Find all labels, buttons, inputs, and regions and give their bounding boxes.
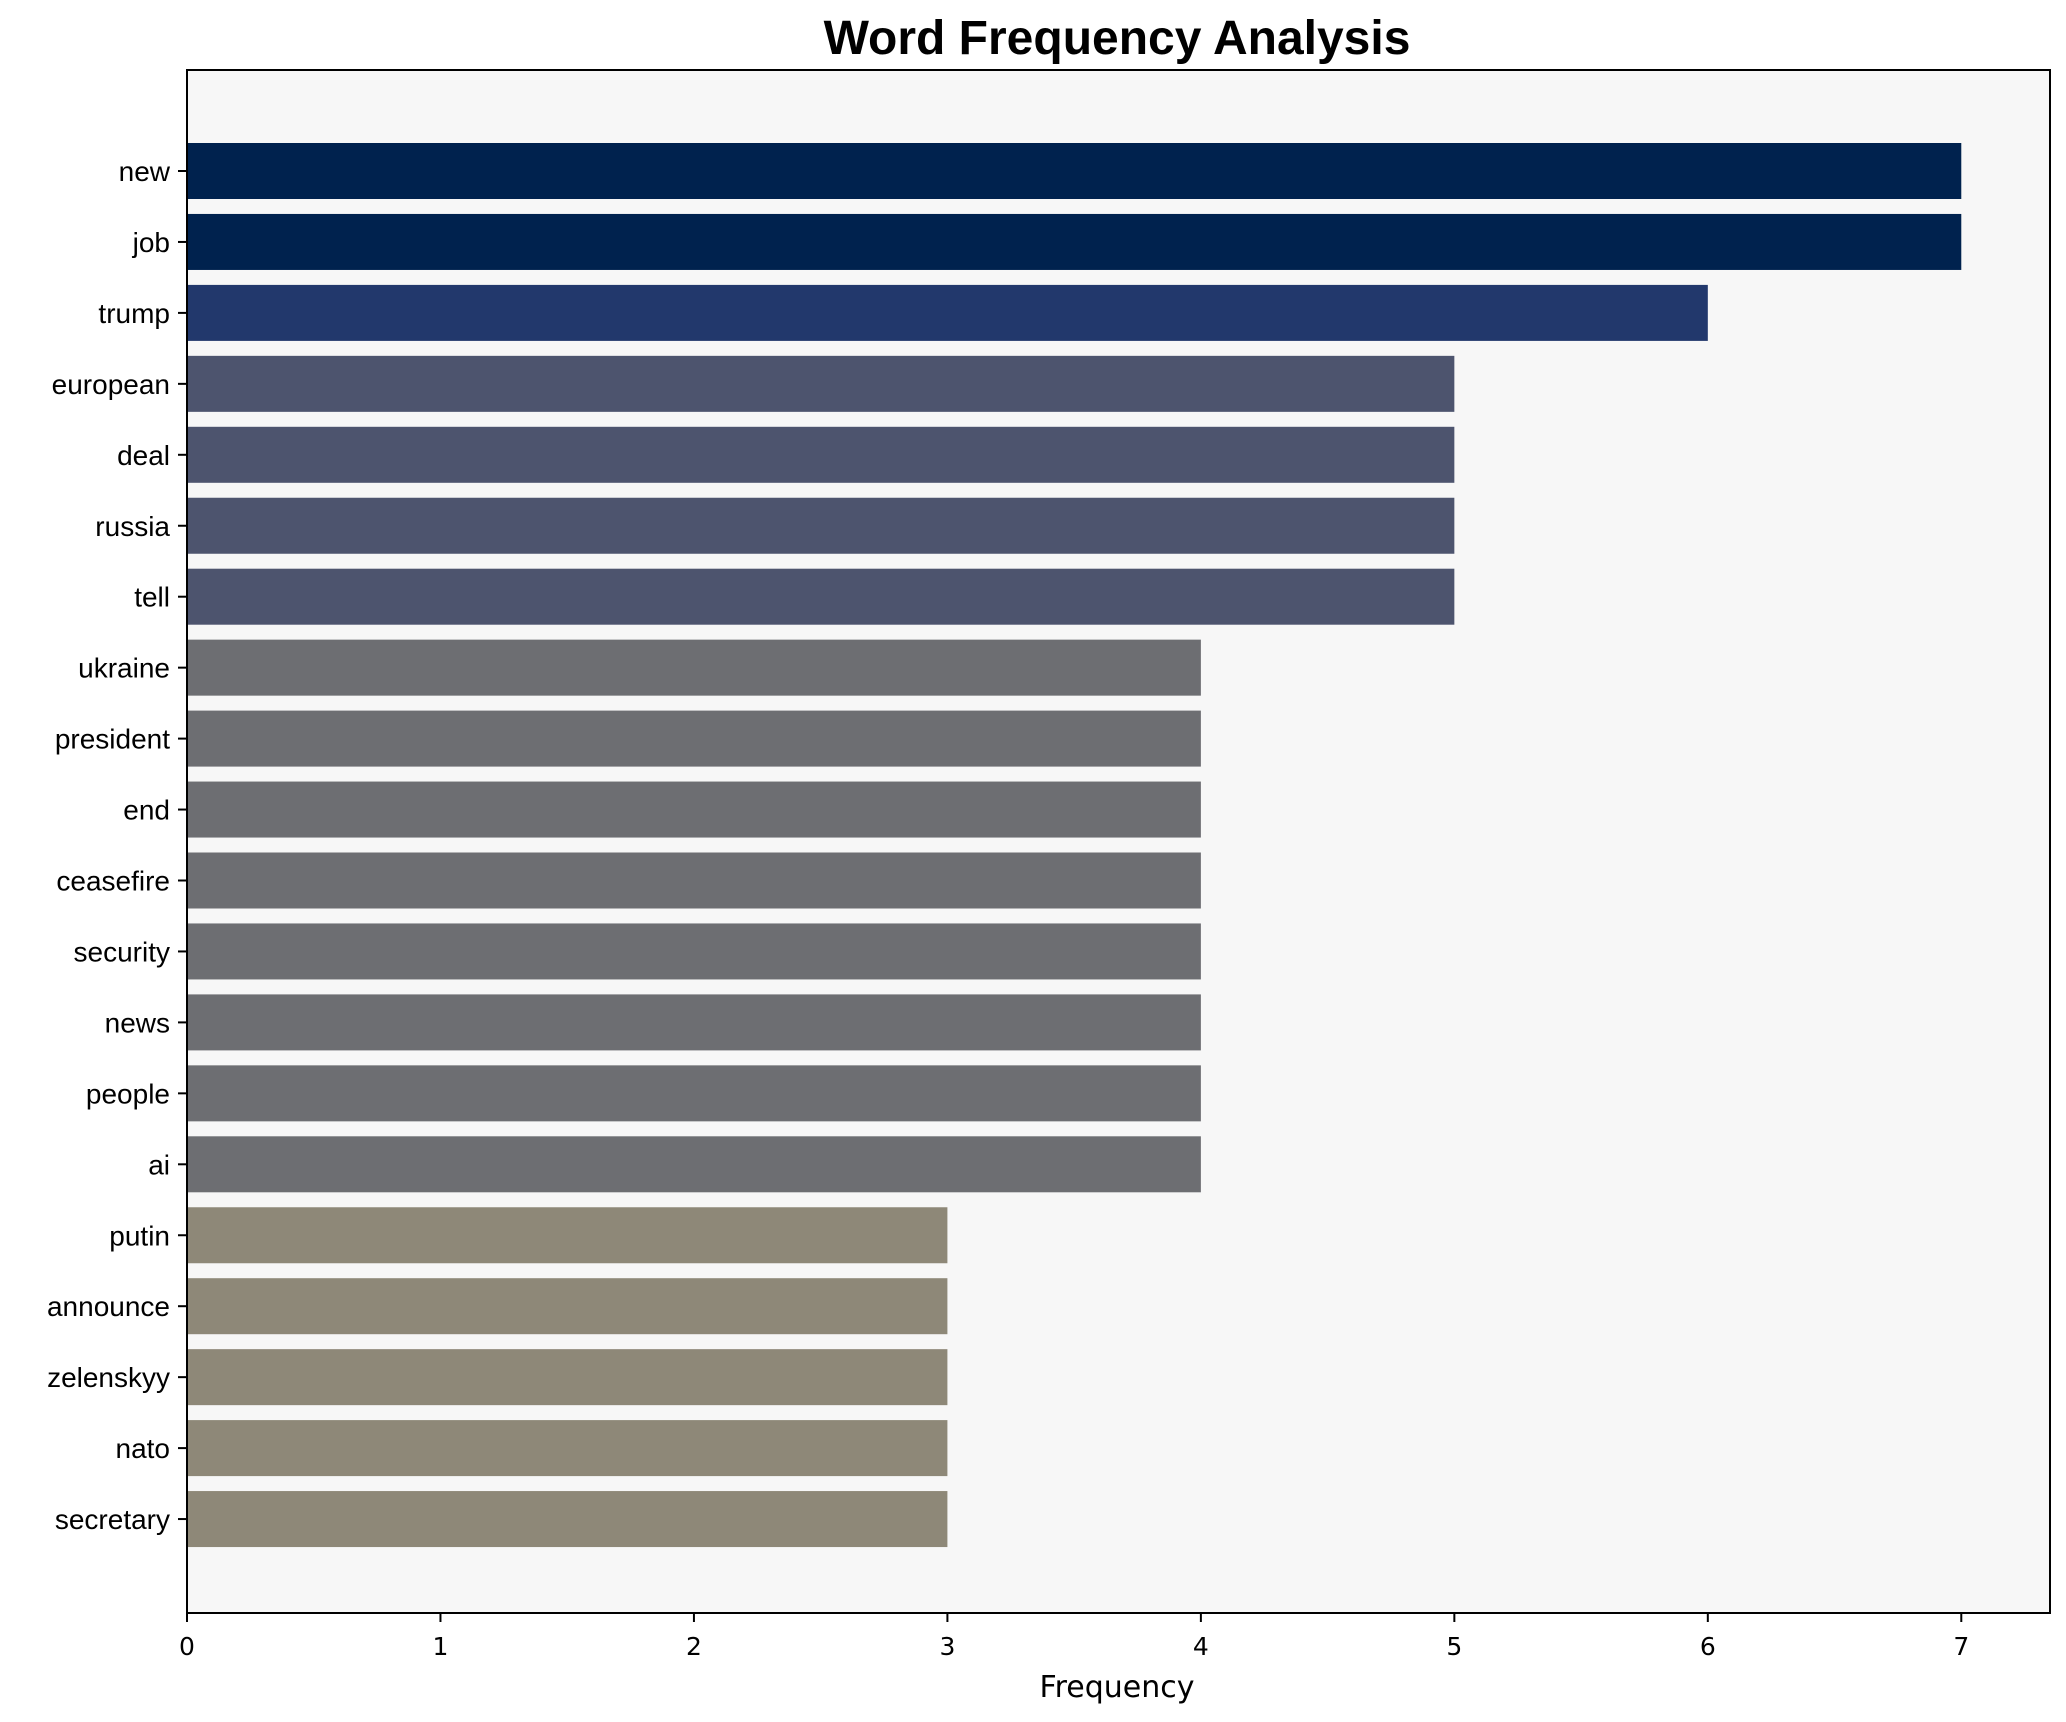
bar-security [187,923,1201,980]
y-tick-label: new [119,156,171,187]
bar-tell [187,568,1455,625]
y-tick-label: ukraine [78,653,170,684]
x-tick-label: 7 [1953,1632,1969,1661]
bar-news [187,994,1201,1051]
x-tick-label: 1 [433,1632,449,1661]
bar-trump [187,284,1708,341]
y-tick-label: nato [116,1433,171,1464]
y-axis-ticks: new job trump european deal russia tell ukraine… [47,156,187,1535]
x-tick-label: 6 [1700,1632,1716,1661]
y-tick-label: tell [134,582,170,613]
bar-european [187,355,1455,412]
plot-frame [186,69,2051,1614]
y-tick-label: security [74,936,170,967]
chart-title: Word Frequency Analysis [824,12,1411,65]
y-tick-label: zelenskyy [47,1362,170,1393]
y-tick-label: ai [148,1149,170,1180]
y-tick-label: job [132,227,170,258]
y-tick-label: russia [95,511,170,542]
x-tick-label: 0 [179,1632,195,1661]
bar-deal [187,426,1455,483]
bars-group [187,143,1962,1548]
x-tick-label: 4 [1193,1632,1209,1661]
y-tick-label: european [52,369,170,400]
bar-ceasefire [187,852,1201,909]
y-tick-label: deal [117,440,170,471]
y-tick-label: end [123,795,170,826]
bar-secretary [187,1491,948,1548]
bar-russia [187,497,1455,554]
bar-end [187,781,1201,838]
y-tick-label: trump [98,298,170,329]
bar-people [187,1065,1201,1122]
bar-putin [187,1207,948,1264]
bar-zelenskyy [187,1349,948,1406]
bar-president [187,710,1201,767]
bar-ai [187,1136,1201,1193]
bar-nato [187,1420,948,1477]
y-tick-label: secretary [55,1504,170,1535]
y-tick-label: people [86,1078,170,1109]
y-tick-label: putin [109,1220,170,1251]
x-axis-title: Frequency [1040,1670,1195,1705]
y-tick-label: president [55,724,170,755]
y-tick-label: announce [47,1291,170,1322]
x-tick-label: 2 [686,1632,702,1661]
x-axis-ticks: 0 1 2 3 4 5 6 7 [179,1613,1969,1661]
x-tick-label: 3 [939,1632,955,1661]
bar-job [187,213,1962,270]
y-tick-label: ceasefire [56,866,170,897]
bar-ukraine [187,639,1201,696]
bar-new [187,143,1962,199]
y-tick-label: news [105,1007,170,1038]
bar-announce [187,1278,948,1335]
x-tick-label: 5 [1446,1632,1462,1661]
